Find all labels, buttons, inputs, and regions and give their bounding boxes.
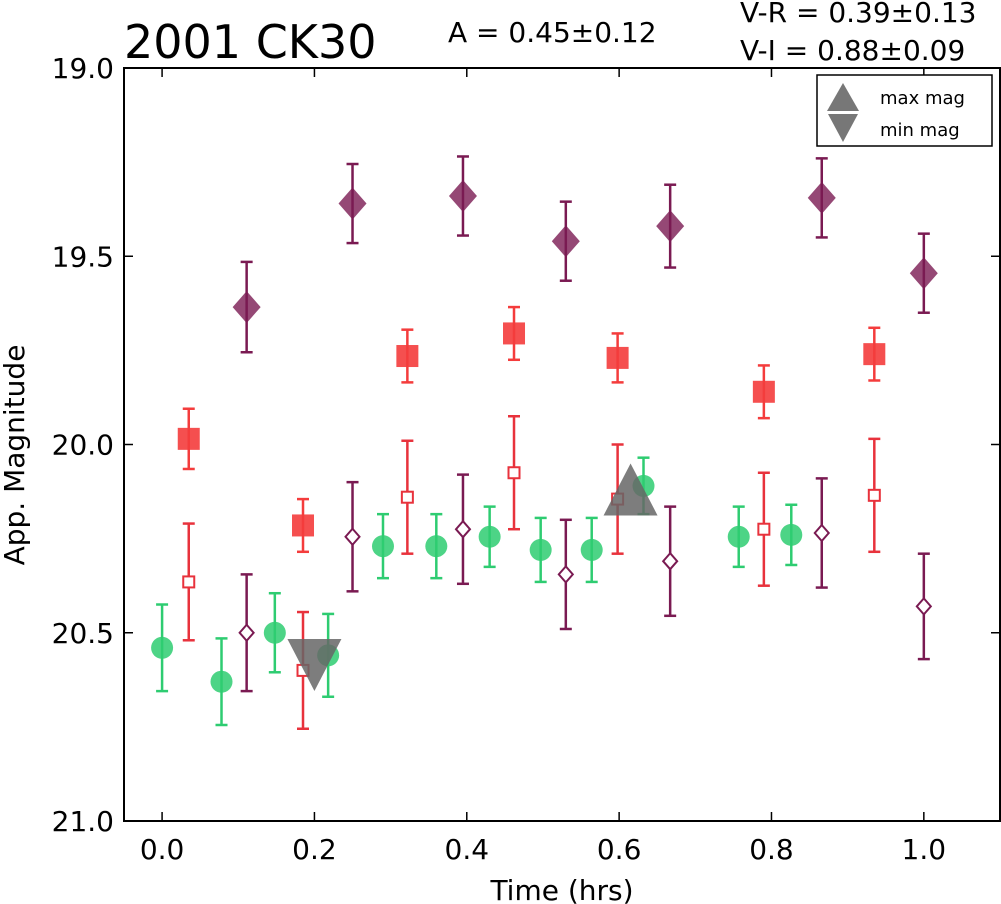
data-point-square	[396, 345, 419, 368]
legend-min-mag-label: min mag	[880, 120, 960, 141]
min-mag-marker	[287, 638, 342, 691]
data-point-circle	[580, 538, 603, 561]
data-point-circle	[478, 525, 501, 548]
data-point-square-open	[400, 490, 414, 504]
y-axis-label: App. Magnitude	[0, 345, 31, 566]
data-point-circle	[210, 670, 233, 693]
data-point-circle	[263, 621, 286, 644]
data-point-circle	[780, 523, 803, 546]
data-point-square-open	[867, 488, 881, 502]
data-point-diamond	[338, 187, 367, 220]
x-tick-label: 0.8	[749, 833, 794, 866]
legend-min-mag-marker	[828, 114, 858, 142]
data-point-square	[606, 346, 629, 369]
x-axis-ticks: 0.0 0.2 0.4 0.6 0.8 1.0	[140, 68, 946, 866]
data-point-circle	[371, 535, 394, 558]
series-2-square-open	[182, 415, 881, 731]
data-point-square	[863, 343, 886, 366]
series-3-diamond-open	[238, 473, 933, 693]
data-point-diamond-open	[813, 523, 831, 543]
amplitude-label: A = 0.45±0.12	[448, 16, 657, 49]
data-point-circle	[727, 525, 750, 548]
data-point-square	[752, 380, 775, 403]
data-point-square	[292, 514, 315, 537]
data-point-diamond-open	[557, 564, 575, 584]
data-point-diamond-open	[915, 596, 933, 616]
y-tick-label: 20.5	[52, 617, 114, 650]
color-index-vr: V-R = 0.39±0.13	[740, 0, 976, 29]
data-point-diamond	[232, 291, 261, 324]
color-index-vi: V-I = 0.88±0.09	[740, 34, 965, 67]
series-1-square-filled	[177, 305, 886, 554]
x-tick-label: 0.4	[445, 833, 490, 866]
y-tick-label: 19.0	[52, 52, 114, 85]
extrema-markers-layer	[287, 463, 658, 691]
x-tick-label: 0.0	[140, 833, 185, 866]
data-point-diamond	[656, 210, 685, 243]
legend-max-mag-label: max mag	[880, 88, 965, 109]
data-point-diamond-open	[238, 623, 255, 643]
data-point-circle	[425, 535, 448, 558]
y-axis-ticks: 19.0 19.5 20.0 20.5 21.0	[52, 52, 1000, 838]
data-point-square	[177, 427, 200, 450]
series-0-diamond-filled	[232, 155, 938, 354]
x-axis-label: Time (hrs)	[489, 874, 633, 904]
data-point-circle	[529, 538, 552, 561]
data-point-square-open	[182, 575, 196, 589]
x-tick-label: 0.2	[292, 833, 337, 866]
y-tick-label: 21.0	[52, 805, 114, 838]
legend: max mag min mag	[816, 74, 993, 147]
chart-title: 2001 CK30	[124, 15, 377, 69]
data-point-diamond	[448, 180, 477, 213]
legend-max-mag-marker	[827, 83, 859, 111]
data-point-square	[503, 322, 526, 345]
data-point-diamond-open	[454, 519, 472, 539]
data-point-diamond	[551, 225, 580, 258]
data-point-square-open	[507, 466, 521, 480]
y-tick-label: 19.5	[52, 240, 114, 273]
data-series-layer	[151, 155, 938, 731]
y-tick-label: 20.0	[52, 429, 114, 462]
plot-frame	[123, 67, 1001, 822]
data-point-diamond	[909, 257, 938, 290]
x-tick-label: 1.0	[902, 833, 947, 866]
x-tick-label: 0.6	[597, 833, 642, 866]
max-mag-marker	[603, 463, 658, 516]
data-point-diamond-open	[344, 527, 361, 547]
series-4-circle-filled	[151, 456, 803, 727]
data-point-diamond	[807, 181, 836, 214]
data-point-diamond-open	[661, 551, 679, 571]
data-point-circle	[151, 636, 174, 659]
data-point-square-open	[757, 522, 771, 536]
